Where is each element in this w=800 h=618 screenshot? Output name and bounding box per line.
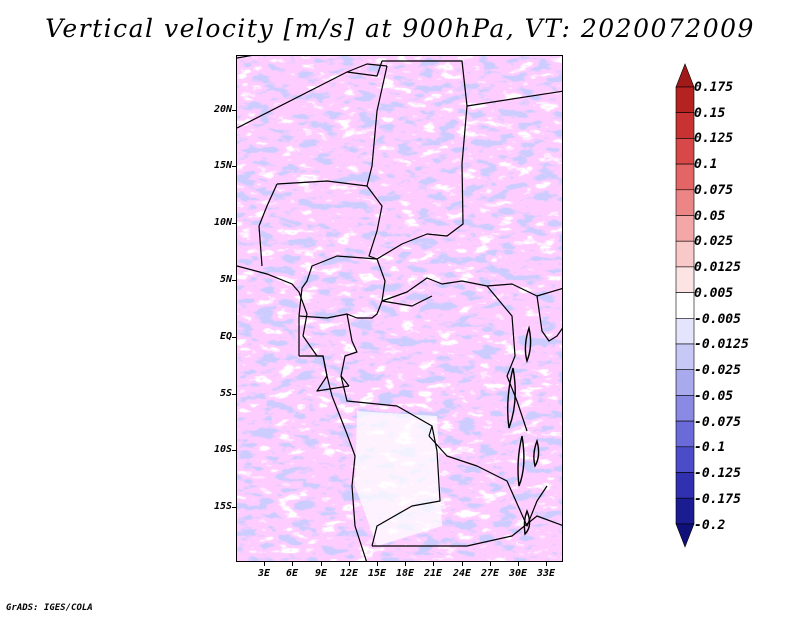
colorbar-label: -0.2 [694, 518, 726, 533]
colorbar-segment [675, 240, 695, 268]
colorbar-segment [675, 395, 695, 422]
colorbar-label: 0.125 [694, 131, 734, 146]
lon-label-9e: 9E [314, 568, 328, 579]
axis-tick [232, 166, 236, 167]
lon-label-27e: 27E [480, 568, 500, 579]
colorbar-top-arrow [675, 63, 695, 88]
colorbar-label: 0.0125 [694, 260, 741, 275]
colorbar-segment [675, 497, 695, 525]
colorbar-label: 0.15 [694, 106, 726, 121]
colorbar-label: -0.1 [694, 440, 726, 455]
axis-tick [232, 394, 236, 395]
lat-label-15n: 15N [213, 160, 232, 171]
axis-tick [462, 562, 463, 566]
lat-label-5s: 5S [219, 388, 232, 399]
colorbar-segment [675, 369, 695, 396]
colorbar-label: -0.005 [694, 312, 741, 327]
lon-label-12e: 12E [339, 568, 359, 579]
vertical-velocity-map [237, 56, 562, 561]
lon-label-18e: 18E [395, 568, 415, 579]
axis-tick [232, 507, 236, 508]
colorbar-label: -0.025 [694, 363, 741, 378]
colorbar-label: 0.025 [694, 234, 734, 249]
map-panel [236, 55, 563, 562]
colorbar-label: -0.175 [694, 492, 741, 507]
axis-tick [232, 280, 236, 281]
colorbar-label: 0.05 [694, 209, 726, 224]
lon-label-30e: 30E [508, 568, 528, 579]
colorbar-segment [675, 138, 695, 165]
colorbar-segment [675, 163, 695, 191]
axis-tick [433, 562, 434, 566]
map-title: Vertical velocity [m/s] at 900hPa, VT: 2… [45, 14, 755, 43]
colorbar-label: 0.1 [694, 157, 718, 172]
colorbar-segment [675, 317, 695, 345]
colorbar-segment [675, 292, 695, 319]
lon-label-33e: 33E [536, 568, 556, 579]
lat-label-10s: 10S [213, 444, 232, 455]
colorbar-label: -0.05 [694, 389, 734, 404]
colorbar-segment [675, 215, 695, 242]
colorbar-label: 0.005 [694, 286, 734, 301]
lon-label-24e: 24E [452, 568, 472, 579]
axis-tick [232, 223, 236, 224]
lon-label-3e: 3E [257, 568, 271, 579]
colorbar-segment [675, 420, 695, 448]
axis-tick [292, 562, 293, 566]
colorbar-label: 0.175 [694, 80, 734, 95]
colorbar-label: 0.075 [694, 183, 734, 198]
axis-tick [518, 562, 519, 566]
axis-tick [490, 562, 491, 566]
lat-label-10n: 10N [213, 217, 232, 228]
colorbar-gradient [675, 63, 695, 548]
colorbar-segment [675, 189, 695, 216]
axis-tick [377, 562, 378, 566]
colorbar-label: -0.075 [694, 415, 741, 430]
axis-tick [321, 562, 322, 566]
lat-label-5n: 5N [219, 274, 232, 285]
lon-label-6e: 6E [285, 568, 299, 579]
colorbar-segment [675, 446, 695, 473]
axis-tick [232, 337, 236, 338]
colorbar-bottom-arrow [675, 523, 695, 548]
lon-label-21e: 21E [423, 568, 443, 579]
lon-label-15e: 15E [367, 568, 387, 579]
lat-label-20n: 20N [213, 104, 232, 115]
colorbar-segment [675, 472, 695, 499]
axis-tick [349, 562, 350, 566]
lat-label-15s: 15S [213, 501, 232, 512]
colorbar-segment [675, 266, 695, 293]
colorbar-segment [675, 343, 695, 371]
axis-tick [232, 450, 236, 451]
axis-tick [232, 110, 236, 111]
axis-tick [264, 562, 265, 566]
axis-tick [546, 562, 547, 566]
colorbar-label: -0.125 [694, 466, 741, 481]
colorbar-segment [675, 86, 695, 114]
axis-tick [405, 562, 406, 566]
credit-text: GrADS: IGES/COLA [6, 603, 93, 613]
colorbar-label: -0.0125 [694, 337, 749, 352]
colorbar-segment [675, 112, 695, 139]
lat-label-eq: EQ [219, 331, 232, 342]
